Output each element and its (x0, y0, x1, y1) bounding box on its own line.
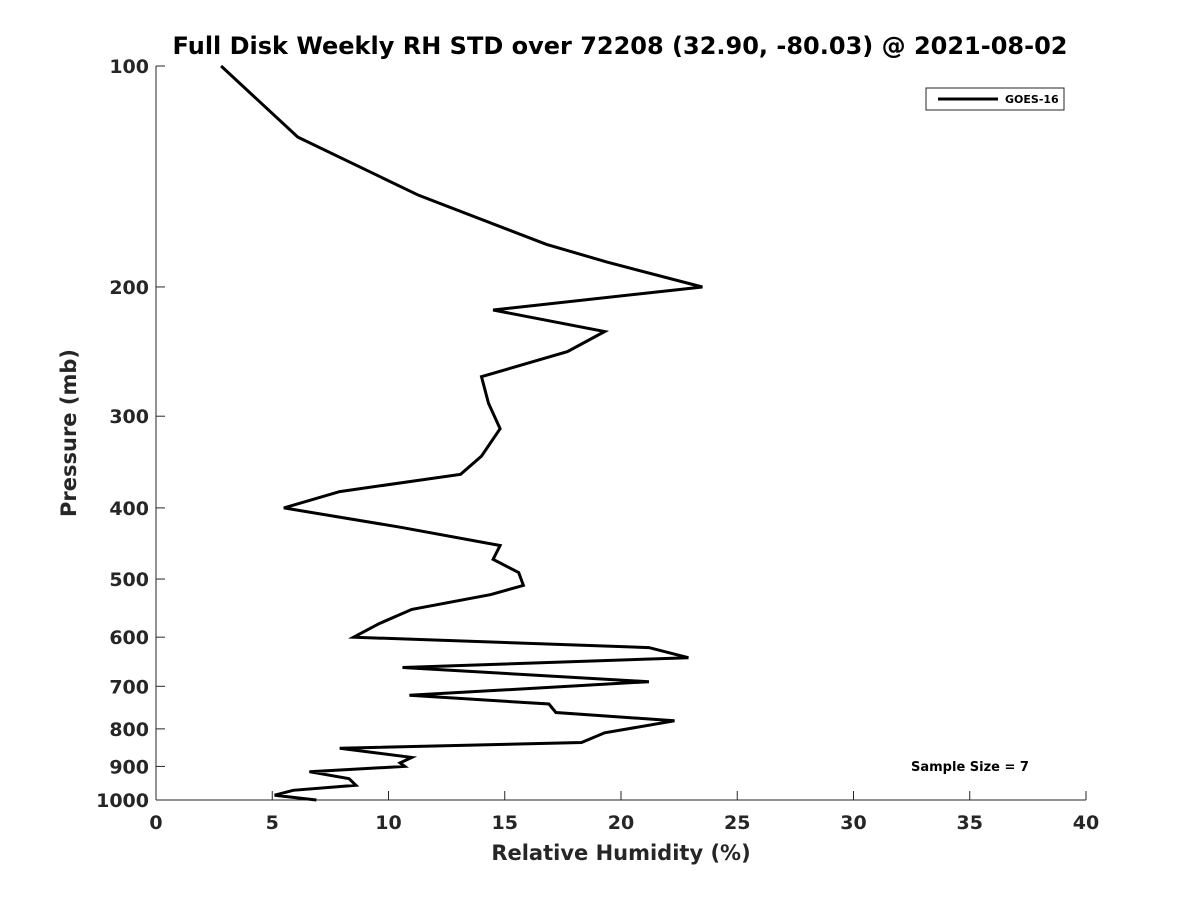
x-tick-label: 30 (840, 812, 866, 834)
plot-area: 0 5 10 15 20 25 30 35 40 100 200 300 400 500 600 700 80… (96, 56, 1099, 834)
series-layer (220, 64, 703, 802)
sample-size-annotation: Sample Size = 7 (911, 760, 1029, 775)
y-tick-label: 500 (109, 569, 149, 591)
chart-title: Full Disk Weekly RH STD over 72208 (32.9… (173, 32, 1068, 60)
legend-label: GOES-16 (1005, 93, 1059, 106)
x-tick-label: 40 (1073, 812, 1099, 834)
x-tick-label: 20 (608, 812, 634, 834)
y-tick-label: 200 (109, 277, 149, 299)
y-axis-label: Pressure (mb) (57, 349, 81, 517)
y-tick-label: 900 (109, 756, 149, 778)
x-axis-ticks: 0 5 10 15 20 25 30 35 40 (149, 791, 1099, 834)
series-line-goes-16 (220, 64, 703, 802)
x-tick-label: 35 (957, 812, 983, 834)
y-tick-label: 600 (109, 627, 149, 649)
x-tick-label: 10 (375, 812, 401, 834)
x-tick-label: 25 (724, 812, 750, 834)
x-tick-label: 15 (492, 812, 518, 834)
x-tick-label: 5 (266, 812, 279, 834)
y-tick-label: 1000 (96, 790, 149, 812)
y-tick-label: 400 (109, 498, 149, 520)
y-tick-label: 300 (109, 406, 149, 428)
legend: GOES-16 (925, 87, 1065, 111)
x-tick-label: 0 (149, 812, 162, 834)
y-tick-label: 100 (109, 56, 149, 78)
x-axis-label: Relative Humidity (%) (491, 841, 750, 865)
y-tick-label: 700 (109, 676, 149, 698)
y-axis-ticks: 100 200 300 400 500 600 700 800 900 1000 (96, 56, 165, 812)
y-tick-label: 800 (109, 719, 149, 741)
